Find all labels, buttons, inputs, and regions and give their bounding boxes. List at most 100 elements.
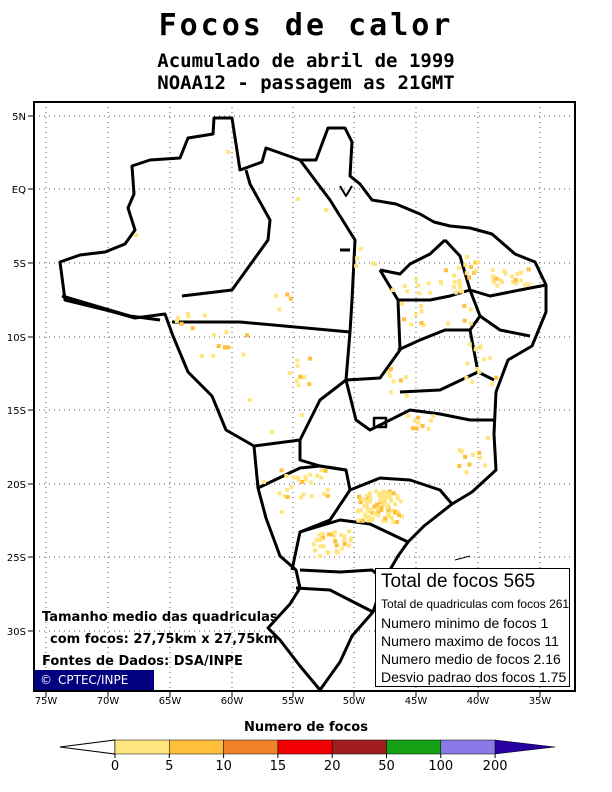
- fire-cell: [395, 496, 400, 501]
- fire-cell: [216, 344, 221, 349]
- fire-cell: [274, 293, 279, 298]
- fire-cell: [389, 516, 394, 521]
- fire-focus-cells: [134, 150, 531, 558]
- legend-swatch: [331, 739, 387, 755]
- fire-cell: [467, 342, 472, 347]
- fire-cell: [523, 282, 528, 287]
- map-subtitle: Acumulado de abril de 1999: [157, 50, 455, 72]
- fire-cell: [477, 450, 482, 455]
- fire-cell: [179, 321, 184, 326]
- fire-cell: [473, 260, 478, 265]
- legend-swatch: [114, 739, 170, 755]
- lon-tick-label: 50W: [343, 696, 366, 707]
- fire-cell: [289, 484, 294, 489]
- legend-tick-label: 10: [215, 759, 232, 774]
- fire-cell: [285, 495, 290, 500]
- fire-cell: [454, 290, 459, 295]
- fire-cell: [391, 491, 396, 496]
- fire-cell: [465, 361, 470, 366]
- fire-cell: [322, 491, 327, 496]
- fire-cell: [372, 261, 377, 266]
- fire-cell: [334, 543, 339, 548]
- fire-cell: [370, 516, 375, 521]
- fire-cell: [376, 505, 381, 510]
- fire-cell: [241, 352, 246, 357]
- fire-cell: [380, 493, 385, 498]
- fire-cell: [390, 508, 395, 513]
- fire-cell: [511, 280, 516, 285]
- fire-cell: [503, 271, 508, 276]
- fire-cell: [342, 541, 347, 546]
- fire-cell: [186, 314, 191, 319]
- fire-cell: [473, 347, 478, 352]
- lon-tick-label: 65W: [159, 696, 182, 707]
- legend-tick-label: 0: [111, 759, 119, 774]
- lon-tick-label: 70W: [97, 696, 120, 707]
- fire-cell: [300, 413, 304, 417]
- fire-cell: [460, 289, 465, 294]
- fire-cell: [358, 246, 363, 251]
- fire-cell: [367, 499, 372, 504]
- fire-cell: [393, 509, 398, 514]
- fire-cell: [486, 436, 490, 440]
- fire-cell: [365, 493, 370, 498]
- fire-cell: [224, 330, 229, 335]
- satellite-label: NOAA12 - passagem as 21GMT: [157, 72, 455, 94]
- fire-cell: [398, 378, 403, 383]
- fire-cell: [457, 448, 462, 453]
- fire-cell: [419, 321, 424, 326]
- fire-cell: [226, 345, 231, 350]
- fire-cell: [490, 268, 495, 273]
- legend-tick-label: 15: [270, 759, 287, 774]
- fire-cell: [400, 301, 405, 306]
- fire-cell: [490, 382, 494, 386]
- fire-cell: [356, 518, 361, 523]
- fire-cell: [366, 509, 371, 514]
- legend-tick-label: 100: [428, 759, 453, 774]
- fire-cell: [385, 504, 390, 509]
- fire-cell: [368, 508, 373, 513]
- fire-cell: [372, 511, 377, 516]
- fire-cell: [392, 502, 397, 507]
- fire-cell: [394, 520, 399, 525]
- fire-cell: [368, 494, 373, 499]
- fire-cell: [320, 531, 325, 536]
- fire-cell: [317, 532, 322, 537]
- fire-cell: [469, 264, 474, 269]
- fire-cell: [361, 497, 366, 502]
- fire-cell: [308, 356, 313, 361]
- fire-cell: [465, 255, 469, 259]
- fire-cell: [478, 345, 483, 350]
- legend-swatch: [277, 739, 333, 755]
- fire-cell: [296, 477, 301, 482]
- fire-cell: [134, 233, 138, 237]
- fire-cell: [416, 283, 421, 288]
- fire-cell: [483, 463, 488, 468]
- fire-cell: [475, 260, 480, 265]
- fire-cell: [364, 514, 369, 519]
- copyright-icon: ©: [40, 673, 52, 687]
- stat-cells: Total de quadriculas com focos 261: [381, 597, 570, 611]
- fire-cell: [402, 317, 407, 322]
- fire-cell: [298, 374, 303, 379]
- lon-tick-label: 35W: [529, 696, 552, 707]
- fire-cell: [202, 313, 207, 318]
- fire-cell: [439, 280, 444, 285]
- fire-cell: [326, 532, 331, 537]
- fire-cell: [374, 502, 379, 507]
- lat-tick-label: 10S: [7, 333, 26, 344]
- fire-cell: [388, 494, 393, 499]
- fire-cell: [376, 513, 381, 518]
- fire-cell: [419, 309, 424, 314]
- legend-low-arrow: [59, 739, 116, 755]
- fire-cell: [383, 516, 388, 521]
- fire-cell: [381, 489, 386, 494]
- fire-cell: [312, 548, 317, 553]
- fire-cell: [470, 379, 475, 384]
- fire-cell: [429, 418, 434, 423]
- copyright-badge: © CPTEC/INPE: [34, 670, 154, 690]
- fire-cell: [390, 288, 395, 293]
- fire-cell: [303, 477, 308, 482]
- fire-cell: [515, 272, 520, 277]
- legend-tick-label: 5: [165, 759, 173, 774]
